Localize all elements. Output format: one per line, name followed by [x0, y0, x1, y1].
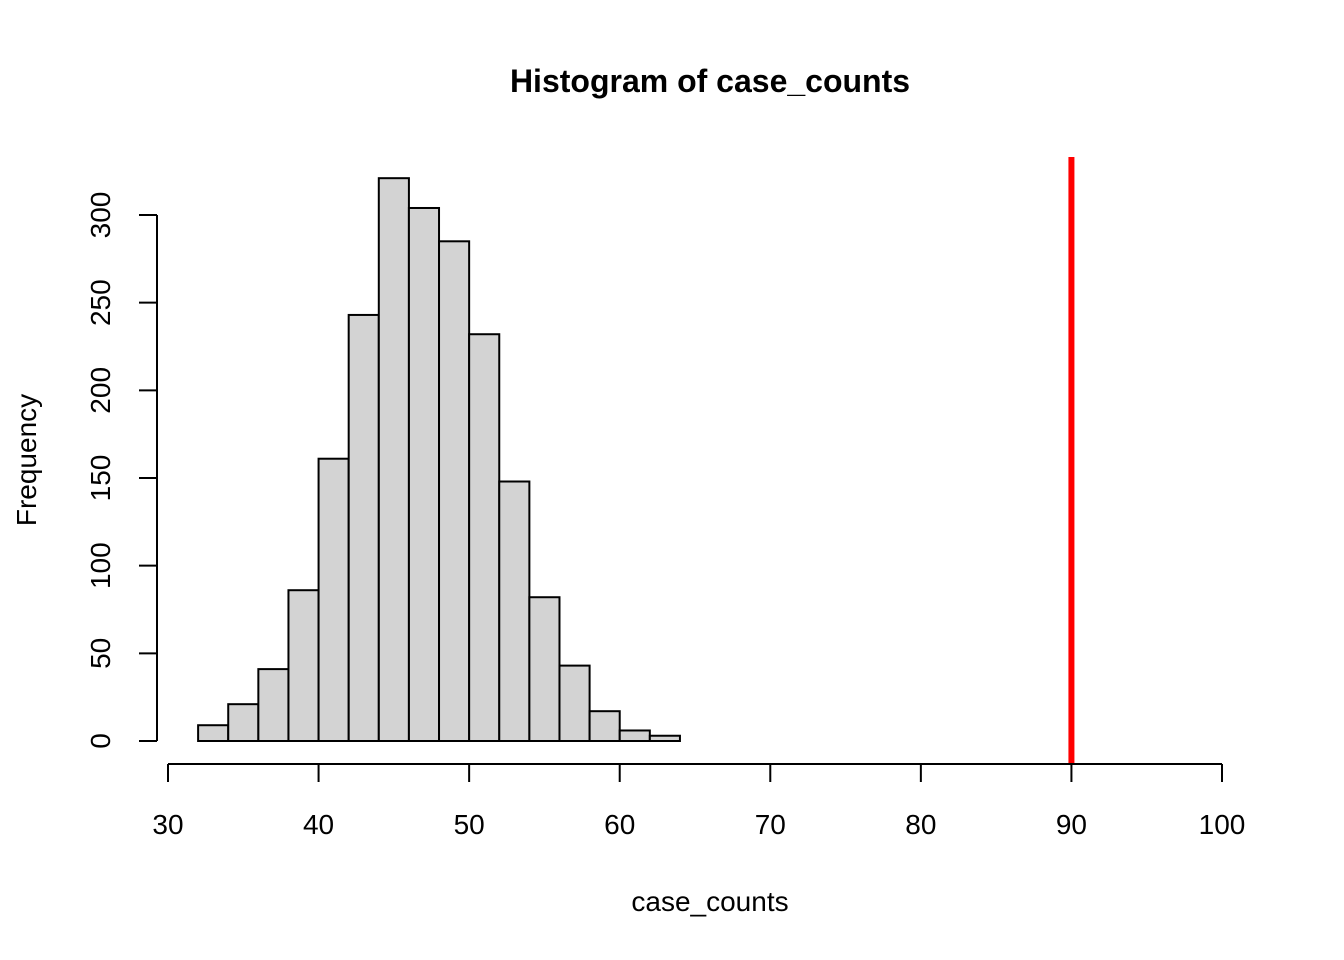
x-tick-label: 30 [152, 809, 183, 840]
chart-title: Histogram of case_counts [510, 63, 910, 99]
y-tick-label: 250 [85, 279, 116, 326]
histogram-bar [287, 589, 320, 742]
y-axis: 0 50 100 150 200 250 300 [85, 192, 158, 749]
x-tick-label: 50 [454, 809, 485, 840]
x-tick-label: 70 [755, 809, 786, 840]
x-tick-label: 60 [604, 809, 635, 840]
histogram-bar [468, 333, 501, 742]
y-tick-label: 0 [85, 733, 116, 749]
histogram-bar [317, 457, 350, 742]
histogram-bar [227, 703, 260, 742]
histogram-bar [257, 668, 290, 743]
histogram-bar [438, 240, 471, 743]
histogram-bar [558, 664, 591, 743]
x-axis-label: case_counts [631, 886, 788, 917]
y-tick-label: 150 [85, 455, 116, 502]
x-tick-label: 100 [1199, 809, 1246, 840]
y-tick-label: 50 [85, 638, 116, 669]
y-axis-label: Frequency [11, 394, 42, 526]
histogram-bar [528, 596, 561, 743]
histogram-bar [377, 177, 410, 742]
x-tick-label: 40 [303, 809, 334, 840]
histogram-bar [197, 724, 230, 742]
histogram-bar [648, 734, 681, 742]
bars-group [197, 177, 681, 743]
x-tick-label: 80 [905, 809, 936, 840]
histogram-bar [347, 313, 380, 742]
y-tick-label: 300 [85, 192, 116, 239]
y-tick-label: 200 [85, 367, 116, 414]
x-tick-label: 90 [1056, 809, 1087, 840]
y-tick-label: 100 [85, 542, 116, 589]
histogram-bar [588, 710, 621, 743]
histogram-bar [407, 206, 441, 742]
histogram-bar [618, 729, 651, 742]
histogram-bar [498, 480, 531, 742]
x-axis: 30 40 50 60 70 80 90 100 [152, 763, 1246, 840]
